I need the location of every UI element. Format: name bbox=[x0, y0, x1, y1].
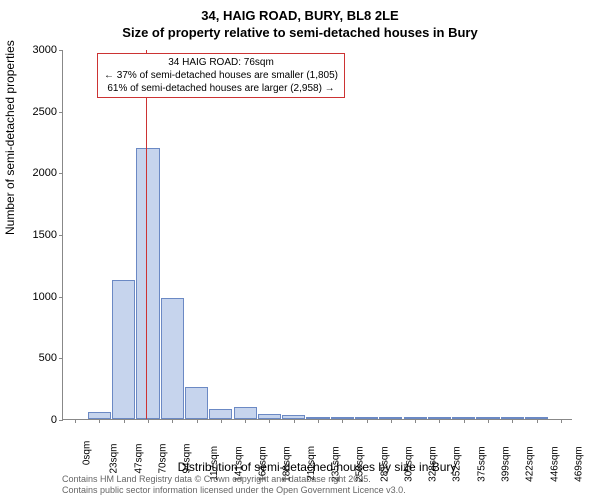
histogram-bar bbox=[136, 148, 159, 419]
x-tick-mark bbox=[537, 419, 538, 423]
x-tick-mark bbox=[148, 419, 149, 423]
histogram-bar bbox=[185, 387, 208, 419]
chart-subtitle: Size of property relative to semi-detach… bbox=[0, 23, 600, 40]
x-tick-mark bbox=[391, 419, 392, 423]
histogram-bar bbox=[112, 280, 135, 419]
x-tick-mark bbox=[75, 419, 76, 423]
attribution-line-1: Contains HM Land Registry data © Crown c… bbox=[62, 474, 406, 485]
x-tick-mark bbox=[197, 419, 198, 423]
x-tick-mark bbox=[464, 419, 465, 423]
y-tick-mark bbox=[59, 112, 63, 113]
chart-container: 34, HAIG ROAD, BURY, BL8 2LE Size of pro… bbox=[0, 0, 600, 500]
reference-line bbox=[146, 50, 147, 419]
x-tick-mark bbox=[245, 419, 246, 423]
x-tick-mark bbox=[269, 419, 270, 423]
x-tick-mark bbox=[367, 419, 368, 423]
annotation-line: ← 37% of semi-detached houses are smalle… bbox=[104, 69, 338, 82]
x-tick-mark bbox=[439, 419, 440, 423]
histogram-bar bbox=[209, 409, 232, 419]
y-tick-mark bbox=[59, 50, 63, 51]
attribution: Contains HM Land Registry data © Crown c… bbox=[62, 474, 406, 496]
histogram-bar bbox=[88, 412, 111, 419]
y-tick-mark bbox=[59, 297, 63, 298]
x-axis-label: Distribution of semi-detached houses by … bbox=[62, 460, 572, 474]
x-tick-mark bbox=[561, 419, 562, 423]
chart-title: 34, HAIG ROAD, BURY, BL8 2LE bbox=[0, 0, 600, 23]
x-tick-mark bbox=[99, 419, 100, 423]
y-tick-mark bbox=[59, 420, 63, 421]
annotation-line: 34 HAIG ROAD: 76sqm bbox=[104, 56, 338, 69]
annotation-line: 61% of semi-detached houses are larger (… bbox=[104, 82, 338, 95]
attribution-line-2: Contains public sector information licen… bbox=[62, 485, 406, 496]
y-axis-label: Number of semi-detached properties bbox=[3, 40, 17, 235]
x-tick-mark bbox=[342, 419, 343, 423]
histogram-bar bbox=[161, 298, 184, 419]
x-tick-mark bbox=[512, 419, 513, 423]
x-tick-mark bbox=[294, 419, 295, 423]
x-tick-mark bbox=[221, 419, 222, 423]
x-tick-label: 469sqm bbox=[573, 446, 584, 482]
histogram-bar bbox=[234, 407, 257, 419]
x-tick-mark bbox=[124, 419, 125, 423]
x-tick-mark bbox=[318, 419, 319, 423]
y-tick-mark bbox=[59, 235, 63, 236]
annotation-box: 34 HAIG ROAD: 76sqm← 37% of semi-detache… bbox=[97, 53, 345, 98]
y-tick-mark bbox=[59, 173, 63, 174]
x-tick-mark bbox=[172, 419, 173, 423]
x-tick-mark bbox=[488, 419, 489, 423]
x-tick-mark bbox=[415, 419, 416, 423]
y-tick-mark bbox=[59, 358, 63, 359]
plot-area: 0500100015002000250030000sqm23sqm47sqm70… bbox=[62, 50, 572, 420]
